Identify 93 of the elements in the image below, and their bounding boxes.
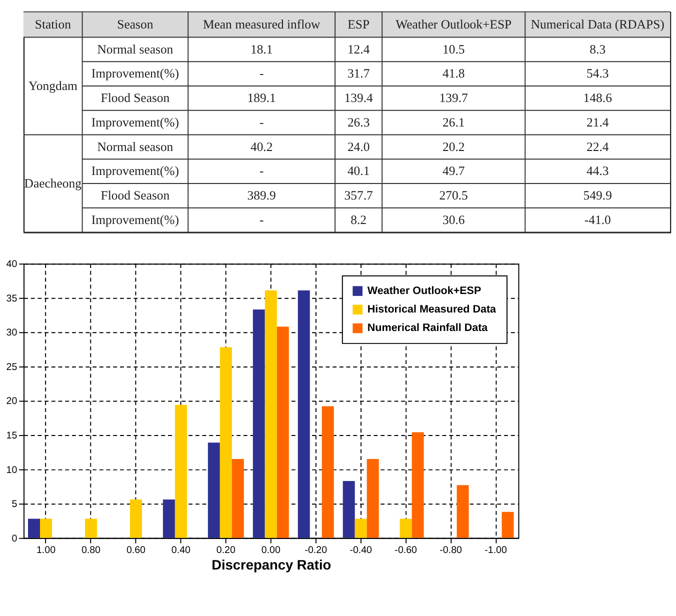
- text: 12.4: [347, 42, 370, 56]
- text: Improvement(%): [91, 115, 179, 130]
- text: 24.0: [347, 140, 370, 154]
- bar: [400, 518, 412, 538]
- text: -41.0: [584, 212, 611, 227]
- text: 148.6: [583, 91, 612, 106]
- x-tick-label: 0.60: [126, 545, 146, 556]
- text: Numerical Data (RDAPS): [530, 17, 664, 32]
- text: 26.1: [442, 115, 465, 130]
- text: Daecheong: [24, 176, 82, 190]
- bar: [264, 290, 277, 538]
- bar: [162, 500, 175, 538]
- y-tick-label: 10: [6, 464, 18, 476]
- text: 22.4: [586, 140, 610, 154]
- bar: [412, 432, 424, 538]
- text: -: [259, 66, 264, 81]
- y-tick-label: 15: [6, 430, 18, 442]
- bar: [208, 442, 220, 538]
- bar: [456, 485, 469, 538]
- text: 270.5: [439, 188, 468, 203]
- text: 139.4: [344, 91, 374, 106]
- x-tick-label: 0.20: [216, 545, 236, 556]
- x-tick-label: -1.00: [484, 545, 508, 556]
- y-tick-label: 5: [12, 499, 18, 510]
- bar: [84, 518, 97, 538]
- text: 18.1: [250, 42, 273, 56]
- bar: [130, 500, 142, 538]
- text: 54.3: [586, 66, 609, 81]
- bar: [366, 459, 379, 538]
- bar: [342, 480, 355, 538]
- bar: [298, 290, 310, 538]
- text: Normal season: [97, 140, 174, 154]
- x-tick-label: -0.40: [350, 545, 373, 556]
- text: 20.2: [442, 140, 465, 154]
- text: Yongdam: [28, 78, 78, 93]
- legend-label: Historical Measured Data: [367, 304, 498, 316]
- text: 189.1: [247, 91, 276, 106]
- text: ESP: [348, 17, 370, 32]
- y-tick-label: 35: [6, 293, 18, 304]
- bar: [174, 404, 187, 538]
- text: Improvement(%): [91, 212, 179, 227]
- y-tick-label: 25: [6, 362, 18, 373]
- bar: [40, 518, 52, 538]
- bar: [220, 347, 232, 538]
- text: Weather Outlook+ESP: [396, 17, 512, 32]
- y-tick-label: 30: [6, 328, 18, 339]
- x-axis-title: Discrepancy Ratio: [212, 558, 332, 573]
- x-tick-label: -0.60: [394, 545, 418, 556]
- text: -: [259, 115, 264, 130]
- text: 8.2: [350, 212, 367, 227]
- y-tick-label: 0: [12, 533, 18, 544]
- bar: [502, 512, 514, 538]
- text: 40.2: [250, 140, 273, 154]
- text: Improvement(%): [91, 164, 179, 178]
- text: -: [259, 212, 264, 227]
- text: Normal season: [97, 42, 174, 56]
- text: Flood Season: [100, 91, 170, 106]
- text: 31.7: [347, 66, 370, 81]
- text: Improvement(%): [91, 66, 179, 81]
- y-tick-label: 40: [6, 259, 18, 270]
- x-tick-label: 0.80: [81, 545, 102, 556]
- text: -: [259, 164, 264, 178]
- text: 10.5: [442, 42, 465, 56]
- text: 49.7: [442, 164, 465, 178]
- text: Flood Season: [100, 188, 170, 203]
- x-tick-label: 0.40: [171, 545, 192, 556]
- text: 139.7: [439, 91, 468, 106]
- text: Station: [34, 17, 72, 32]
- bar: [232, 459, 244, 538]
- text: 40.1: [347, 164, 370, 178]
- bar: [252, 310, 265, 538]
- text: Mean measured inflow: [202, 17, 322, 32]
- x-tick-label: -0.20: [304, 545, 328, 556]
- text: 26.3: [347, 115, 370, 130]
- bar: [276, 326, 289, 538]
- text: 549.9: [583, 188, 612, 203]
- text: Season: [117, 17, 154, 32]
- text: 44.3: [586, 164, 609, 178]
- legend-label: Numerical Rainfall Data: [367, 322, 489, 334]
- text: 357.7: [344, 188, 373, 203]
- text: 389.9: [247, 188, 276, 203]
- text: 8.3: [590, 42, 606, 56]
- text: 30.6: [442, 212, 465, 227]
- legend-label: Weather Outlook+ESP: [367, 284, 482, 297]
- x-tick-label: 0.00: [261, 545, 281, 556]
- bar: [322, 406, 334, 538]
- text: 41.8: [442, 66, 465, 81]
- x-tick-label: -0.80: [440, 545, 463, 556]
- bar: [354, 518, 367, 538]
- text: 21.4: [586, 115, 610, 130]
- y-tick-label: 20: [6, 396, 18, 408]
- bar: [28, 518, 40, 538]
- x-tick-label: 1.00: [36, 545, 56, 556]
